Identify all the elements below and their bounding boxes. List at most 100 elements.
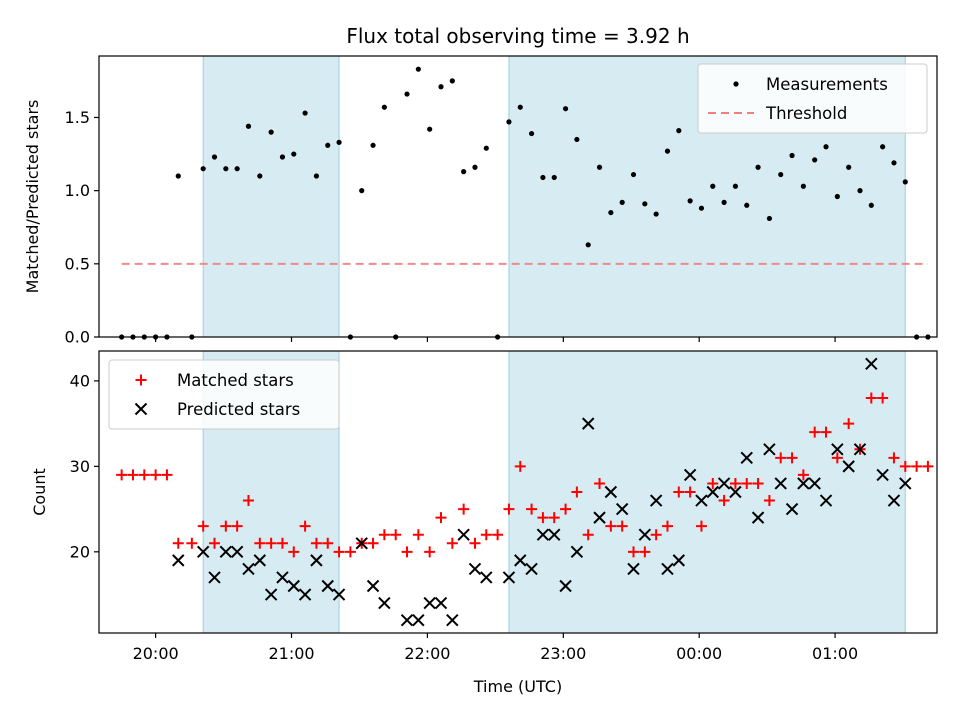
matched-stars-point bbox=[560, 503, 572, 515]
y-tick-label: 20 bbox=[70, 542, 90, 561]
matched-stars-point bbox=[116, 469, 128, 481]
predicted-stars-point bbox=[808, 477, 821, 490]
matched-stars-point bbox=[197, 520, 209, 532]
matched-stars-point bbox=[412, 529, 424, 541]
matched-stars-point bbox=[763, 495, 775, 507]
legend: Matched stars Predicted stars bbox=[108, 359, 340, 430]
predicted-stars-point bbox=[627, 562, 640, 576]
measurement-point bbox=[257, 173, 263, 179]
measurement-point bbox=[291, 151, 297, 157]
predicted-stars-point bbox=[502, 571, 516, 584]
predicted-stars-point bbox=[819, 494, 833, 507]
matched-stars-point bbox=[127, 469, 139, 481]
predicted-stars-point bbox=[593, 511, 606, 524]
matched-stars-point bbox=[254, 537, 266, 549]
measurement-point bbox=[698, 205, 705, 211]
legend-measurements-label: Measurements bbox=[766, 75, 888, 94]
matched-stars-point bbox=[276, 537, 288, 549]
measurement-point bbox=[687, 198, 693, 204]
x-tick-label: 21:00 bbox=[268, 644, 314, 663]
measurement-point bbox=[551, 174, 557, 181]
measurement-point bbox=[732, 183, 739, 189]
measurement-point bbox=[868, 202, 874, 208]
measurement-point bbox=[461, 169, 467, 175]
matched-stars-point bbox=[775, 452, 787, 464]
matched-stars-point bbox=[865, 392, 877, 404]
predicted-stars-point bbox=[276, 571, 289, 584]
predicted-stars-point bbox=[480, 571, 493, 584]
x-tick-label: 20:00 bbox=[133, 644, 179, 663]
legend-matched-label: Matched stars bbox=[177, 371, 294, 390]
predicted-stars-point bbox=[264, 588, 278, 601]
measurement-point bbox=[574, 136, 580, 143]
predicted-stars-point bbox=[412, 613, 425, 627]
predicted-stars-point bbox=[514, 554, 527, 567]
matched-stars-point bbox=[786, 452, 798, 464]
ratio-panel: 0.0 0.5 1.0 1.5 Matched/Predicted stars Measu… bbox=[23, 55, 938, 347]
predicted-stars-point bbox=[378, 596, 391, 610]
y-tick-label: 40 bbox=[70, 371, 90, 390]
predicted-stars-point bbox=[423, 596, 436, 610]
measurement-point bbox=[823, 144, 829, 150]
y-tick-label: 0.0 bbox=[65, 328, 90, 347]
axes-frame bbox=[98, 350, 938, 634]
predicted-stars-point bbox=[865, 357, 878, 371]
y-axis-label: Matched/Predicted stars bbox=[23, 100, 42, 294]
predicted-stars-point bbox=[366, 579, 380, 593]
matched-stars-point bbox=[446, 537, 458, 549]
matched-stars-point bbox=[242, 495, 254, 507]
matched-stars-point bbox=[650, 529, 662, 541]
predicted-stars-point bbox=[536, 528, 550, 541]
predicted-stars-point bbox=[525, 562, 538, 576]
matched-stars-point bbox=[752, 477, 764, 489]
matched-stars-point bbox=[514, 460, 526, 472]
measurement-point bbox=[370, 142, 376, 148]
predicted-stars-point bbox=[570, 545, 584, 559]
matched-stars-point bbox=[492, 529, 504, 541]
predicted-stars-point bbox=[751, 511, 765, 524]
matched-stars-point bbox=[628, 546, 640, 558]
measurement-point bbox=[302, 110, 308, 116]
measurement-point bbox=[891, 160, 897, 166]
matched-stars-point bbox=[469, 537, 481, 549]
measurement-point bbox=[902, 179, 908, 185]
matched-stars-point bbox=[911, 460, 923, 472]
y-tick-label: 1.5 bbox=[65, 108, 90, 127]
matched-stars-point bbox=[288, 546, 300, 558]
legend-box bbox=[108, 359, 340, 430]
matched-stars-point bbox=[639, 546, 651, 558]
predicted-stars-point bbox=[208, 571, 221, 584]
predicted-stars-point bbox=[797, 477, 810, 490]
measurement-point bbox=[619, 199, 625, 205]
x-axis-label: Time (UTC) bbox=[473, 677, 562, 696]
y-tick-label: 1.0 bbox=[65, 181, 90, 200]
legend-matched-marker bbox=[135, 374, 147, 386]
matched-stars-point bbox=[138, 469, 150, 481]
matched-stars-point bbox=[150, 469, 162, 481]
measurement-point bbox=[472, 164, 478, 170]
legend-predicted-marker bbox=[134, 402, 148, 416]
shaded-span bbox=[508, 350, 906, 634]
matched-stars-point bbox=[922, 460, 934, 472]
matched-stars-point bbox=[390, 529, 402, 541]
predicted-stars-point bbox=[683, 468, 697, 482]
matched-stars-point bbox=[367, 537, 379, 549]
matched-stars-point bbox=[161, 469, 173, 481]
predicted-stars-point bbox=[853, 443, 867, 456]
matched-stars-point bbox=[503, 503, 515, 515]
measurement-point bbox=[427, 126, 433, 132]
matched-stars-point bbox=[820, 426, 832, 438]
legend: Measurements Threshold bbox=[697, 63, 928, 134]
measurement-point bbox=[517, 104, 523, 110]
matched-stars-point bbox=[594, 477, 606, 489]
matched-stars-point bbox=[186, 537, 198, 549]
matched-stars-point bbox=[322, 537, 334, 549]
measurement-point bbox=[540, 174, 546, 181]
matched-stars-point bbox=[401, 546, 413, 558]
predicted-stars-point bbox=[695, 494, 708, 507]
measurement-point bbox=[562, 106, 569, 112]
measurement-point bbox=[279, 154, 286, 160]
predicted-stars-point bbox=[434, 596, 448, 610]
x-tick-label: 22:00 bbox=[404, 644, 450, 663]
matched-stars-point bbox=[605, 520, 617, 532]
